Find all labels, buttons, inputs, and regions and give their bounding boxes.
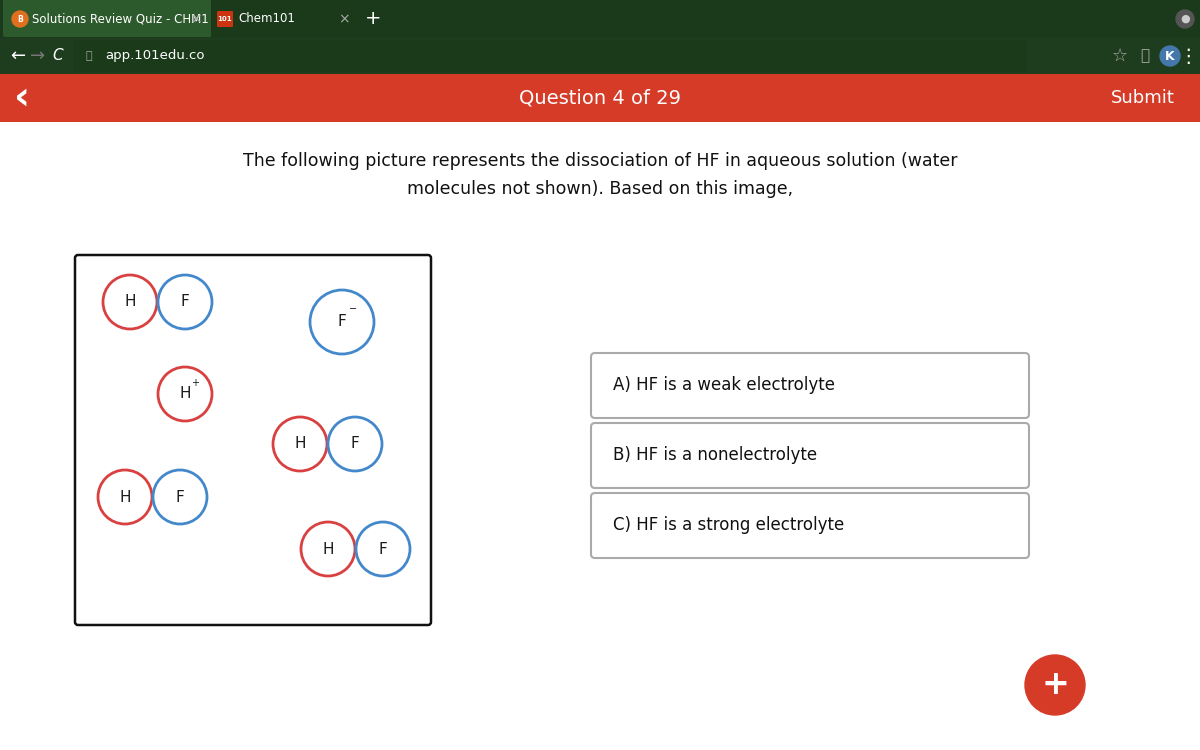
Text: K: K (1165, 50, 1175, 62)
Text: ×: × (338, 12, 350, 26)
Text: F: F (350, 436, 359, 451)
Circle shape (12, 11, 28, 27)
Text: C) HF is a strong electrolyte: C) HF is a strong electrolyte (613, 517, 845, 535)
Text: 🔒: 🔒 (85, 51, 92, 61)
Text: H: H (179, 386, 191, 401)
Circle shape (328, 417, 382, 471)
Text: Solutions Review Quiz - CHM1: Solutions Review Quiz - CHM1 (32, 13, 209, 26)
FancyBboxPatch shape (592, 353, 1030, 418)
Circle shape (1025, 655, 1085, 715)
FancyBboxPatch shape (211, 0, 360, 37)
FancyBboxPatch shape (0, 74, 1200, 122)
Text: The following picture represents the dissociation of HF in aqueous solution (wat: The following picture represents the dis… (242, 152, 958, 170)
Text: 🧩: 🧩 (1140, 49, 1150, 64)
FancyBboxPatch shape (74, 255, 431, 625)
Circle shape (103, 275, 157, 329)
Text: ☆: ☆ (1112, 47, 1128, 65)
Text: +: + (365, 10, 382, 28)
Text: app.101edu.co: app.101edu.co (106, 50, 204, 62)
Text: molecules not shown). Based on this image,: molecules not shown). Based on this imag… (407, 180, 793, 198)
Circle shape (98, 470, 152, 524)
Text: A) HF is a weak electrolyte: A) HF is a weak electrolyte (613, 376, 835, 394)
Circle shape (356, 522, 410, 576)
Text: 101: 101 (217, 16, 233, 22)
Text: −: − (349, 304, 358, 314)
Text: H: H (125, 295, 136, 310)
Text: B: B (17, 14, 23, 23)
Text: +: + (1042, 668, 1069, 701)
Text: ←: ← (11, 47, 25, 65)
FancyBboxPatch shape (592, 423, 1030, 488)
FancyBboxPatch shape (73, 40, 1027, 72)
Text: ×: × (190, 12, 202, 26)
Text: Chem101: Chem101 (238, 13, 295, 26)
Text: F: F (175, 490, 185, 505)
Text: F: F (337, 314, 347, 329)
Text: B) HF is a nonelectrolyte: B) HF is a nonelectrolyte (613, 446, 817, 464)
Circle shape (154, 470, 208, 524)
FancyBboxPatch shape (0, 38, 1200, 74)
Circle shape (301, 522, 355, 576)
Text: C: C (53, 49, 64, 64)
FancyBboxPatch shape (2, 0, 212, 37)
Text: ●: ● (1180, 14, 1190, 24)
FancyBboxPatch shape (0, 0, 1200, 38)
Circle shape (158, 367, 212, 421)
Text: ‹: ‹ (14, 79, 30, 117)
Circle shape (158, 275, 212, 329)
Text: H: H (294, 436, 306, 451)
Text: Submit: Submit (1111, 89, 1175, 107)
Text: Question 4 of 29: Question 4 of 29 (520, 88, 682, 107)
Text: F: F (181, 295, 190, 310)
FancyBboxPatch shape (592, 493, 1030, 558)
Text: ⋮: ⋮ (1178, 46, 1198, 65)
Text: F: F (379, 542, 388, 556)
Circle shape (310, 290, 374, 354)
Text: H: H (323, 542, 334, 556)
Text: →: → (30, 47, 46, 65)
Circle shape (1160, 46, 1180, 66)
Circle shape (1176, 10, 1194, 28)
Text: H: H (119, 490, 131, 505)
Text: +: + (191, 378, 199, 388)
Circle shape (274, 417, 326, 471)
FancyBboxPatch shape (217, 11, 233, 27)
